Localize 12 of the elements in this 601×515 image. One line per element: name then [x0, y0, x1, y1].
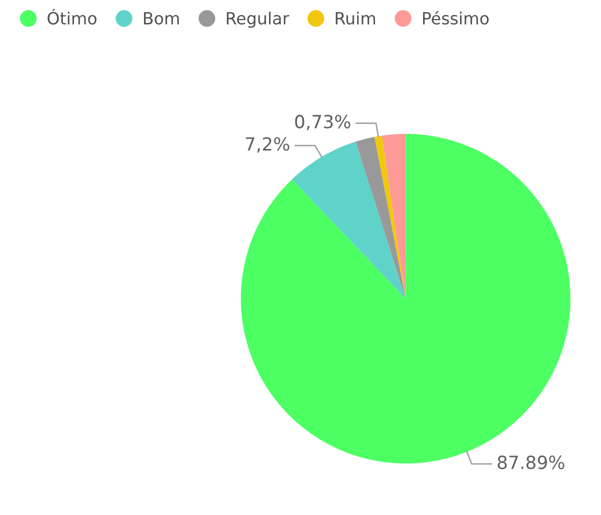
- legend-label: Ótimo: [48, 8, 96, 25]
- legend-label: Ruim: [336, 12, 376, 25]
- data-label: 87.89%: [498, 456, 564, 470]
- legend-label: Péssimo: [423, 11, 489, 25]
- pie-slice: [356, 136, 406, 299]
- pie-slice: [374, 136, 406, 299]
- legend-label: Regular: [226, 12, 290, 28]
- data-label: 7,2%: [246, 137, 290, 153]
- pie-slice: [382, 134, 406, 299]
- pie-slice: [292, 142, 406, 299]
- legend-label: Bom: [144, 12, 179, 25]
- data-label: 0,73%: [295, 114, 350, 130]
